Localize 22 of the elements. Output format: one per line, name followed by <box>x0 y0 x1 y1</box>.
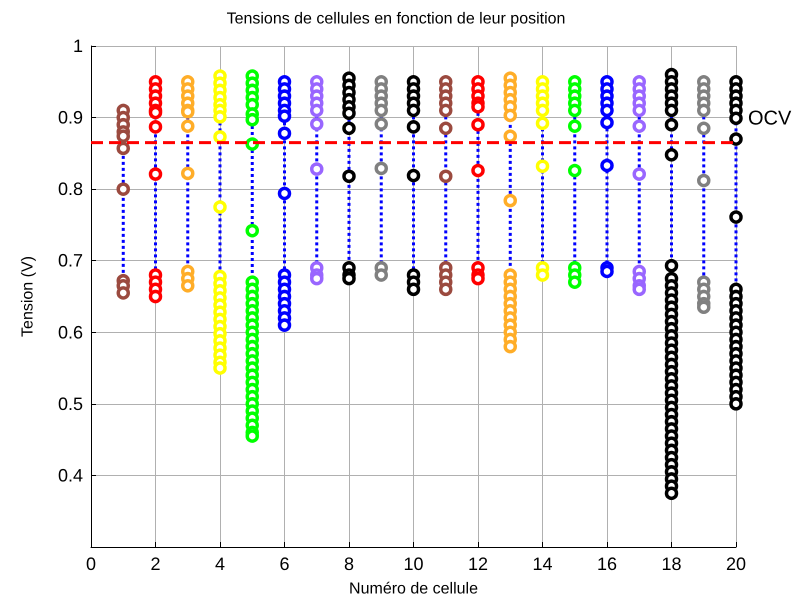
y-tick-label: 0.7 <box>58 250 83 271</box>
ref-line-label: OCV <box>748 108 792 130</box>
y-axis-title: Tension (V) <box>20 256 36 337</box>
x-tick-label: 14 <box>532 554 553 574</box>
x-tick-label: 10 <box>403 554 424 574</box>
x-tick-label: 12 <box>468 554 488 574</box>
x-axis-title: Numéro de cellule <box>349 580 478 598</box>
x-tick-label: 8 <box>344 554 354 574</box>
x-tick-label: 20 <box>726 554 746 574</box>
y-tick-label: 1 <box>72 36 83 56</box>
x-tick-label: 2 <box>150 554 161 574</box>
y-tick-label: 0.4 <box>58 465 83 486</box>
y-tick-label: 0.6 <box>58 322 83 342</box>
x-tick-label: 0 <box>86 554 96 574</box>
chart-title: Tensions de cellules en fonction de leur position <box>226 10 566 28</box>
y-tick-label: 0.8 <box>58 179 83 200</box>
y-tick-label: 0.9 <box>58 108 83 128</box>
x-tick-label: 18 <box>661 554 682 574</box>
y-tick-label: 0.5 <box>58 394 83 414</box>
x-tick-label: 6 <box>279 554 290 574</box>
x-tick-label: 16 <box>596 554 618 574</box>
x-tick-label: 4 <box>214 554 226 574</box>
